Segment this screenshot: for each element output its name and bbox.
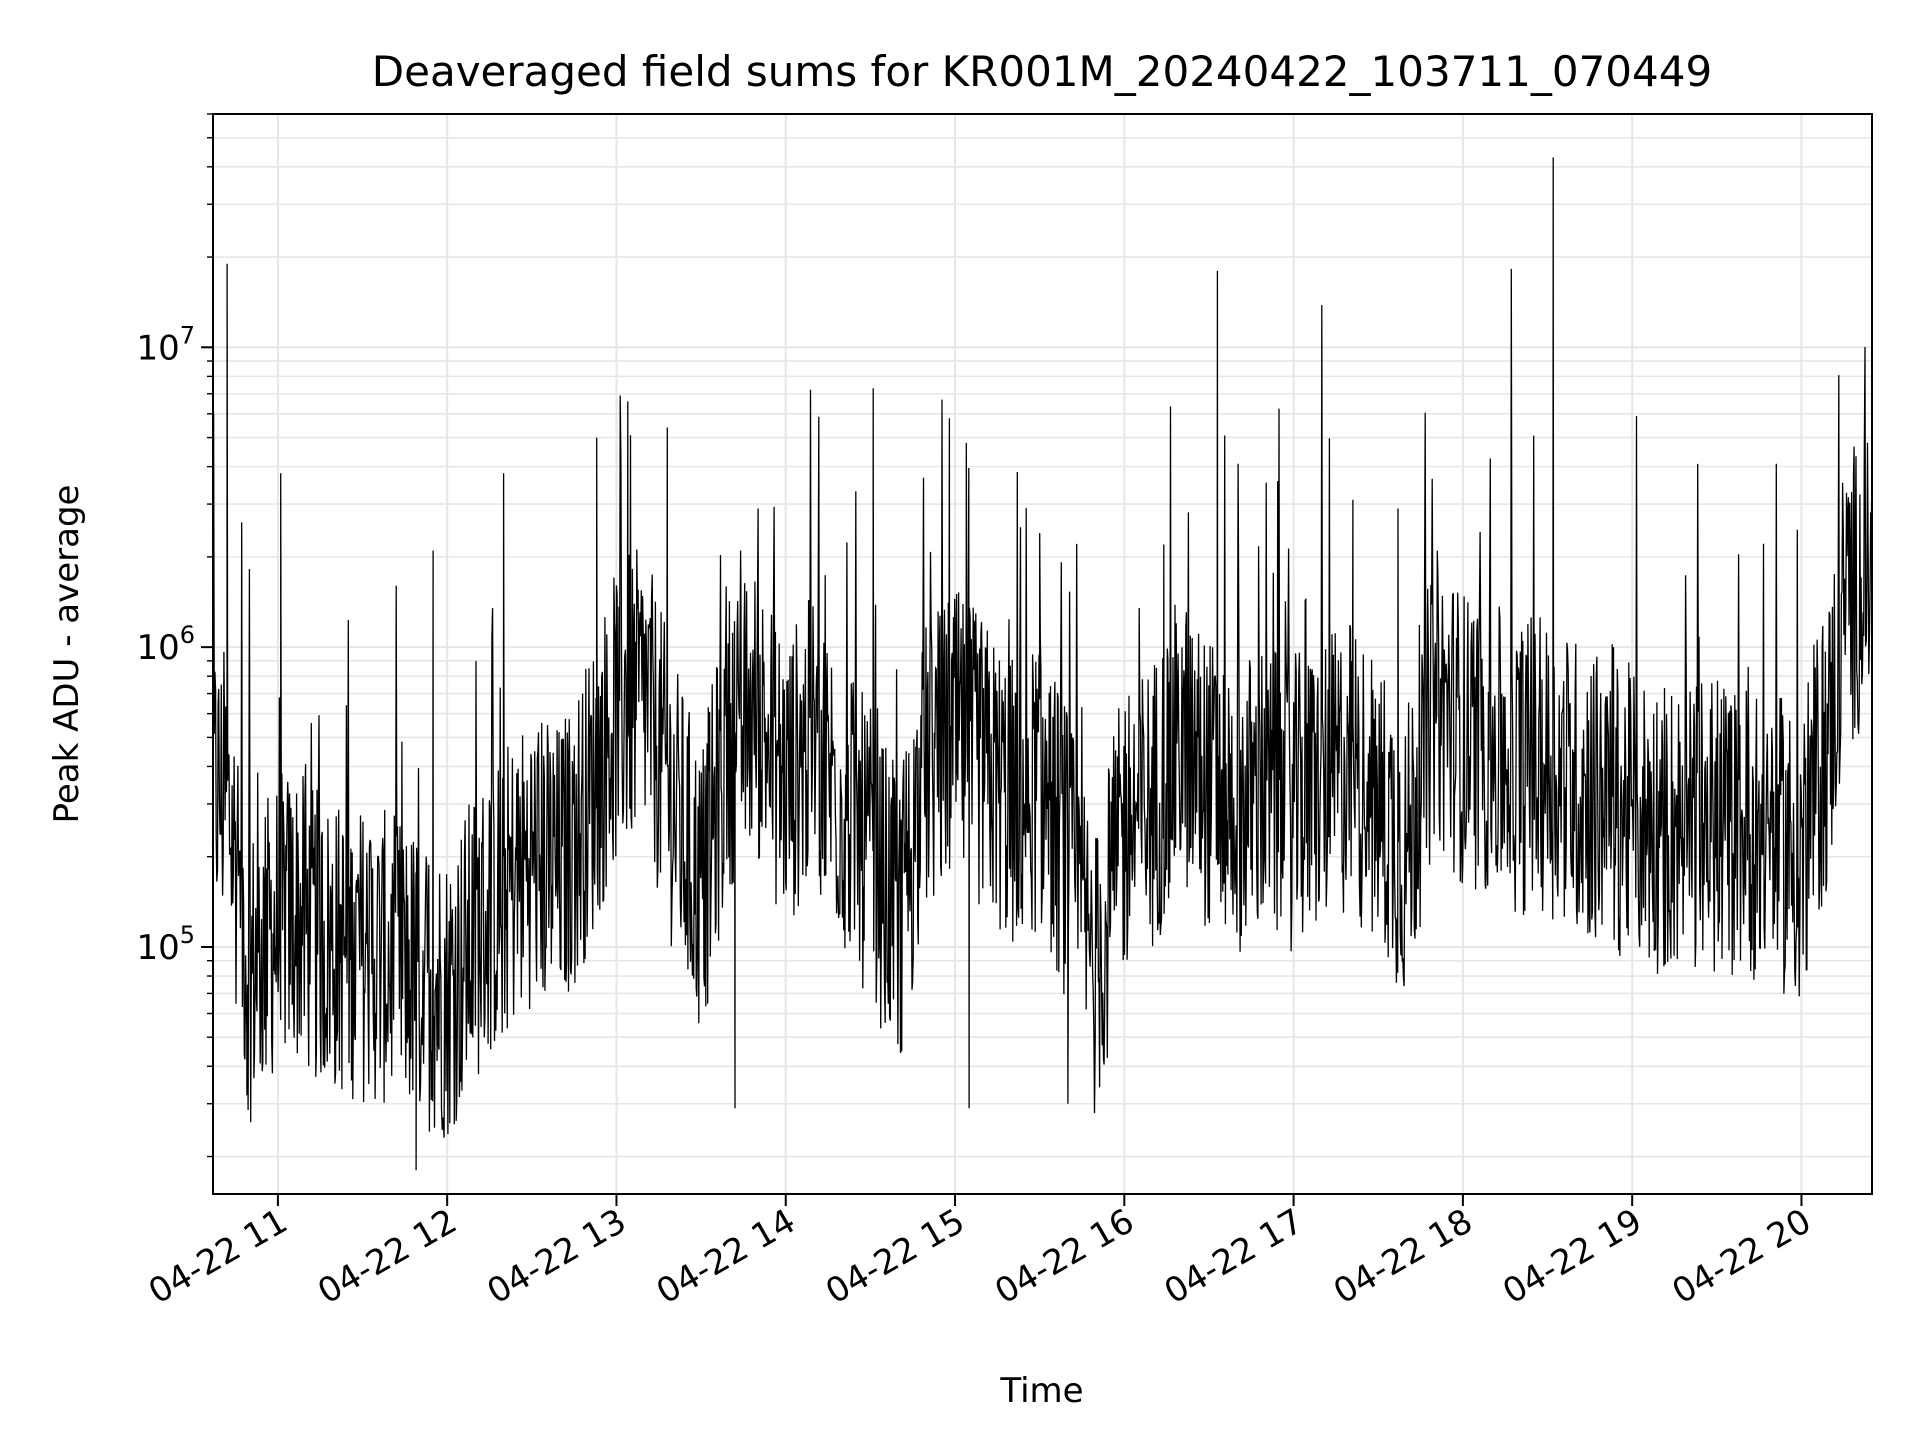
y-tick-exponent: 5	[180, 921, 195, 949]
x-tick-label: 04-22 17	[1158, 1201, 1310, 1312]
x-tick-label: 04-22 11	[142, 1201, 294, 1312]
x-axis: 04-22 11 04-22 12 04-22 13 04-22 14 04-22 15…	[142, 1194, 1818, 1312]
y-axis-title: Peak ADU - average	[47, 485, 87, 824]
y-tick-exponent: 7	[180, 321, 195, 349]
x-tick-label: 04-22 13	[481, 1201, 633, 1312]
x-tick-label: 04-22 19	[1496, 1201, 1648, 1312]
x-axis-title: Time	[999, 1371, 1083, 1411]
x-tick-label: 04-22 15	[819, 1201, 971, 1312]
chart-title: Deaveraged field sums for KR001M_2024042…	[372, 47, 1712, 96]
x-tick-label: 04-22 20	[1666, 1201, 1818, 1312]
y-tick-label: 105	[136, 921, 195, 968]
y-tick-base: 10	[136, 628, 179, 668]
x-tick-label: 04-22 18	[1327, 1201, 1479, 1312]
x-tick-label: 04-22 16	[988, 1201, 1140, 1312]
y-tick-label: 107	[136, 321, 195, 368]
series-line	[212, 157, 1873, 1171]
plot-frame	[212, 113, 1873, 1195]
y-tick-label: 106	[136, 621, 195, 668]
x-tick-label: 04-22 12	[311, 1201, 463, 1312]
y-tick-exponent: 6	[180, 621, 195, 649]
y-tick-base: 10	[136, 928, 179, 968]
x-tick-label: 04-22 14	[650, 1201, 802, 1312]
y-tick-base: 10	[136, 328, 179, 368]
data-series	[212, 157, 1873, 1171]
